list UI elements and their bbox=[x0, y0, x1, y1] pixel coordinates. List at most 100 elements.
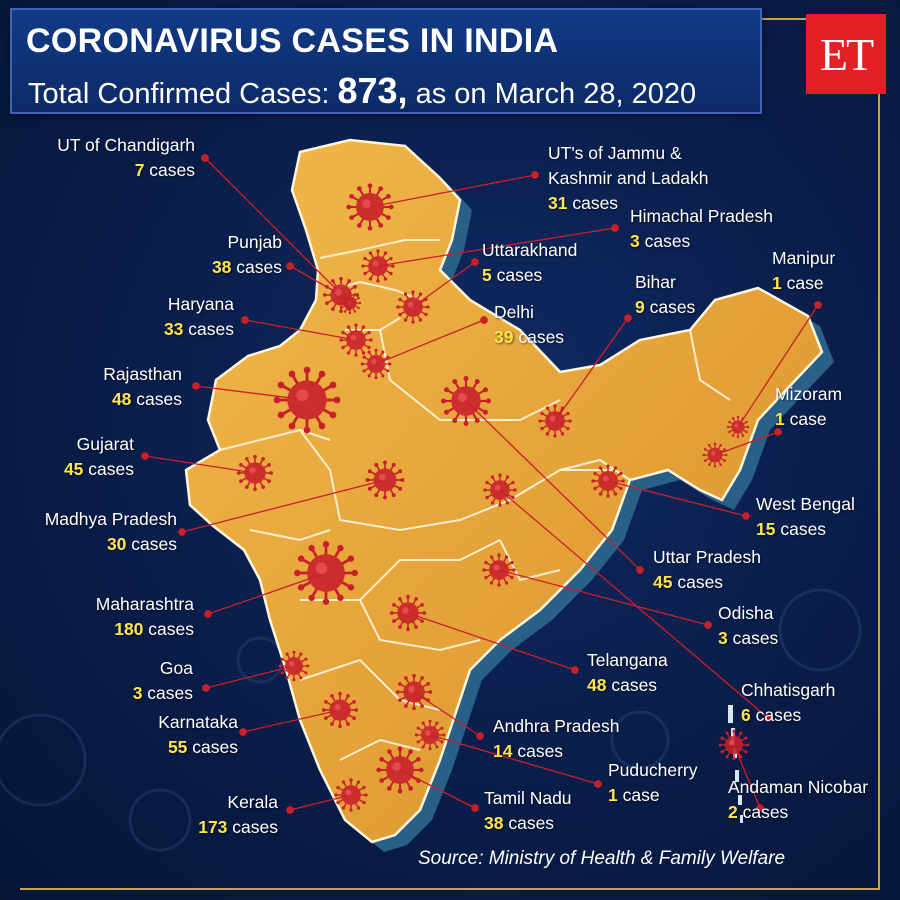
leader-line-delhi bbox=[375, 319, 485, 365]
leader-line-andaman bbox=[733, 744, 761, 809]
virus-marker-odisha bbox=[482, 553, 516, 587]
leader-dot-manipur bbox=[814, 301, 822, 309]
virus-marker-rajasthan bbox=[273, 366, 341, 434]
virus-marker-jk bbox=[346, 183, 394, 231]
label-maharashtra: Maharashtra 180 cases bbox=[95, 594, 194, 639]
virus-marker-karnataka bbox=[321, 691, 359, 729]
leader-line-manipur bbox=[737, 304, 819, 428]
leader-dot-haryana bbox=[241, 316, 249, 324]
leader-line-andhra bbox=[413, 691, 481, 737]
virus-marker-himachal bbox=[361, 249, 395, 283]
leader-dot-mizoram bbox=[774, 428, 782, 436]
leader-dot-westbengal bbox=[742, 512, 750, 520]
label-odisha: Odisha 3 cases bbox=[718, 603, 779, 648]
label-madhya-pradesh: Madhya Pradesh 30 cases bbox=[44, 509, 177, 554]
leader-dot-chandigarh bbox=[201, 154, 209, 162]
leader-lines bbox=[141, 154, 822, 814]
leader-dot-rajasthan bbox=[192, 382, 200, 390]
leader-line-odisha bbox=[498, 569, 709, 626]
label-delhi: Delhi 39 cases bbox=[494, 302, 565, 347]
leader-line-mp bbox=[181, 479, 386, 533]
leader-line-chandigarh bbox=[204, 157, 351, 304]
leader-line-uttarakhand bbox=[412, 261, 476, 308]
virus-marker-punjab bbox=[322, 276, 360, 314]
label-gujarat: Gujarat 45 cases bbox=[63, 434, 134, 479]
label-himachal: Himachal Pradesh 3 cases bbox=[630, 206, 773, 251]
virus-marker-andhra bbox=[395, 673, 433, 711]
leader-line-bihar bbox=[554, 317, 629, 422]
leader-dot-uttarakhand bbox=[471, 258, 479, 266]
virus-marker-manipur bbox=[726, 415, 750, 439]
leader-line-karnataka bbox=[242, 709, 341, 733]
label-haryana: Haryana 33 cases bbox=[163, 294, 234, 339]
leader-dot-delhi bbox=[480, 316, 488, 324]
label-andaman-nicobar: Andaman Nicobar 2 cases bbox=[728, 777, 869, 822]
leader-dot-tamilnadu bbox=[471, 804, 479, 812]
label-name: UT of Chandigarh bbox=[57, 135, 195, 155]
leader-line-telangana bbox=[407, 612, 576, 671]
total-cases: 873, bbox=[337, 70, 408, 111]
leader-line-goa bbox=[205, 665, 295, 689]
virus-marker-telangana bbox=[389, 594, 427, 632]
leader-dot-chhatisgarh bbox=[764, 714, 772, 722]
leader-dot-karnataka bbox=[239, 728, 247, 736]
label-tamil-nadu: Tamil Nadu 38 cases bbox=[484, 788, 572, 833]
virus-marker-gujarat bbox=[236, 454, 274, 492]
background-virus-decor bbox=[0, 588, 862, 852]
leader-dot-jk bbox=[531, 171, 539, 179]
virus-marker-bihar bbox=[538, 404, 572, 438]
leader-line-chhatisgarh bbox=[499, 489, 769, 719]
frame-right-line bbox=[878, 18, 880, 890]
leader-dot-odisha bbox=[704, 621, 712, 629]
leader-line-jk bbox=[369, 174, 536, 208]
virus-marker-maharashtra bbox=[294, 541, 358, 605]
label-uttar-pradesh: Uttar Pradesh 45 cases bbox=[653, 547, 761, 592]
label-kerala: Kerala 173 cases bbox=[198, 792, 278, 837]
leader-line-mizoram bbox=[714, 431, 779, 456]
et-logo: ET bbox=[806, 14, 886, 94]
virus-markers bbox=[236, 183, 750, 812]
label-andhra-pradesh: Andhra Pradesh 14 cases bbox=[493, 716, 620, 761]
leader-line-up bbox=[465, 400, 641, 571]
leader-dot-andhra bbox=[476, 732, 484, 740]
leader-dot-up bbox=[636, 566, 644, 574]
label-chandigarh: UT of Chandigarh 7 cases bbox=[57, 135, 195, 180]
virus-marker-kerala bbox=[334, 778, 368, 812]
label-uttarakhand: Uttarakhand 5 cases bbox=[482, 240, 578, 285]
leader-dot-mp bbox=[178, 528, 186, 536]
label-karnataka: Karnataka 55 cases bbox=[158, 712, 238, 757]
label-west-bengal: West Bengal 15 cases bbox=[756, 494, 855, 539]
page-subtitle: Total Confirmed Cases: 873, as on March … bbox=[28, 70, 696, 112]
page-title: CORONAVIRUS CASES IN INDIA bbox=[26, 22, 559, 60]
leader-dot-puducherry bbox=[594, 780, 602, 788]
virus-marker-puducherry bbox=[414, 719, 446, 751]
leader-dot-goa bbox=[202, 684, 210, 692]
label-mizoram: Mizoram 1 case bbox=[775, 384, 843, 429]
leader-dot-punjab bbox=[286, 262, 294, 270]
virus-marker-andaman bbox=[718, 729, 750, 761]
label-punjab: Punjab 38 cases bbox=[211, 232, 282, 277]
leader-line-himachal bbox=[377, 227, 616, 267]
virus-marker-mp bbox=[365, 460, 405, 500]
leader-dot-himachal bbox=[611, 224, 619, 232]
leader-line-westbengal bbox=[607, 480, 747, 517]
subtitle-suffix: as on March 28, 2020 bbox=[407, 78, 697, 110]
virus-marker-mizoram bbox=[702, 442, 728, 468]
leader-dot-bihar bbox=[624, 314, 632, 322]
virus-marker-goa bbox=[278, 650, 310, 682]
label-bihar: Bihar 9 cases bbox=[635, 272, 696, 317]
label-rajasthan: Rajasthan 48 cases bbox=[103, 364, 182, 409]
virus-marker-up bbox=[440, 375, 492, 427]
leader-line-haryana bbox=[244, 319, 357, 341]
label-chhatisgarh: Chhatisgarh 6 cases bbox=[741, 680, 836, 725]
leader-dot-maharashtra bbox=[204, 610, 212, 618]
leader-dot-andaman bbox=[756, 804, 764, 812]
label-jammu-kashmir: UT's of Jammu & Kashmir and Ladakh 31 ca… bbox=[548, 143, 709, 213]
label-puducherry: Puducherry 1 case bbox=[608, 760, 698, 805]
label-goa: Goa 3 cases bbox=[132, 658, 193, 703]
leader-dot-telangana bbox=[571, 666, 579, 674]
virus-marker-westbengal bbox=[591, 464, 625, 498]
source-credit: Source: Ministry of Health & Family Welf… bbox=[418, 848, 786, 869]
